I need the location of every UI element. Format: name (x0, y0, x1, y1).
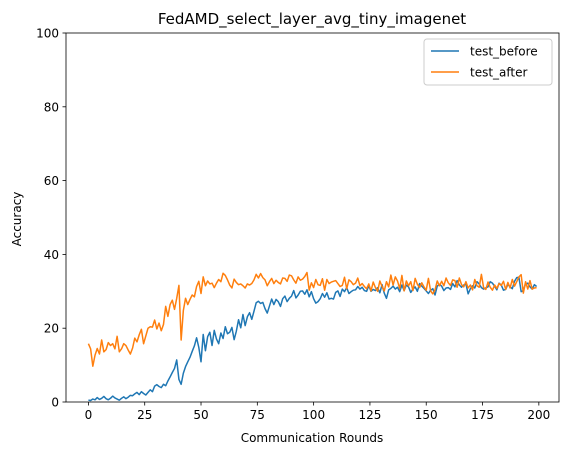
legend: test_before test_after (423, 38, 553, 86)
x-axis-label: Communication Rounds (241, 431, 384, 445)
y-axis-label: Accuracy (10, 192, 24, 247)
x-tick-label: 150 (415, 408, 438, 422)
series-line-test-after (87, 271, 537, 367)
x-tick-label: 25 (137, 408, 152, 422)
x-tick-label: 75 (250, 408, 265, 422)
y-axis-ticks: 0 20 40 60 80 100 (36, 27, 66, 410)
y-tick-label: 100 (36, 27, 59, 41)
legend-label: test_before (470, 45, 538, 59)
y-tick-label: 80 (44, 100, 59, 114)
plot-area (65, 32, 560, 403)
y-tick-label: 60 (44, 174, 59, 188)
x-tick-label: 50 (193, 408, 208, 422)
y-tick-label: 0 (51, 396, 59, 410)
plot-frame (65, 32, 560, 403)
x-tick-label: 175 (471, 408, 494, 422)
y-tick-label: 20 (44, 322, 59, 336)
x-tick-label: 100 (302, 408, 325, 422)
y-tick-label: 40 (44, 248, 59, 262)
x-tick-label: 125 (358, 408, 381, 422)
chart-title: FedAMD_select_layer_avg_tiny_imagenet (158, 10, 466, 29)
x-tick-label: 0 (85, 408, 93, 422)
legend-label: test_after (470, 66, 528, 80)
series-line-test-before (88, 276, 538, 402)
x-tick-label: 200 (527, 408, 550, 422)
x-axis-ticks: 0 25 50 75 100 125 150 175 200 (85, 402, 550, 422)
